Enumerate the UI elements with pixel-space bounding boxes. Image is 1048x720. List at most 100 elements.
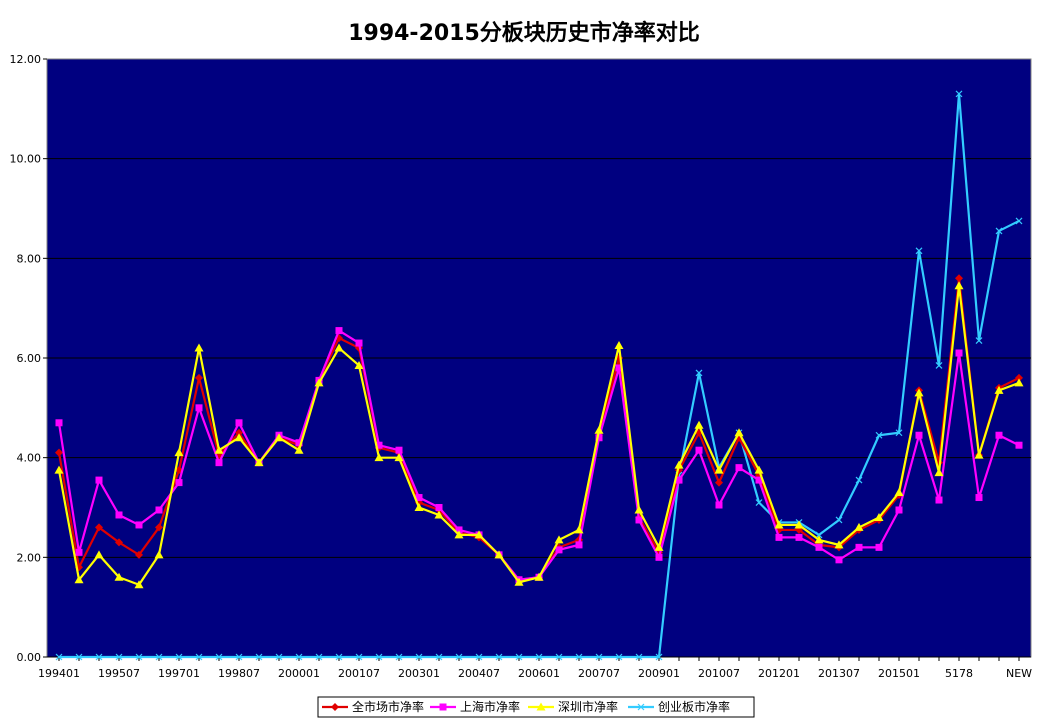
x-tick-label: 201307 (818, 667, 860, 680)
data-point (634, 505, 644, 514)
data-point-stroke (315, 653, 323, 661)
data-point (695, 369, 703, 377)
data-point (555, 546, 563, 554)
x-tick-label: 199701 (158, 667, 200, 680)
y-tick-label: 6.00 (17, 352, 42, 365)
data-point-stroke (175, 653, 183, 661)
data-point-stroke (415, 653, 423, 661)
data-point-stroke (75, 653, 83, 661)
data-point (935, 496, 943, 504)
data-point (954, 281, 964, 290)
data-point (275, 653, 283, 661)
data-point (295, 439, 303, 447)
data-point (854, 522, 864, 531)
data-point (875, 431, 883, 439)
data-point-stroke (95, 653, 103, 661)
data-point (734, 428, 744, 437)
data-point-stroke (475, 653, 483, 661)
data-point-stroke (875, 431, 883, 439)
data-point (375, 441, 383, 449)
data-point-stroke (495, 653, 503, 661)
data-point (815, 543, 823, 551)
data-point (714, 465, 724, 474)
data-point (875, 543, 883, 551)
data-point (594, 425, 604, 434)
data-point (115, 653, 123, 661)
data-point (994, 385, 1004, 394)
data-point-stroke (955, 90, 963, 98)
data-point (174, 448, 184, 457)
x-tick-label: 200601 (518, 667, 560, 680)
legend-item: 创业板市净率 (628, 699, 730, 714)
data-point-stroke (995, 227, 1003, 235)
data-point-stroke (295, 653, 303, 661)
x-tick-label: 201201 (758, 667, 800, 680)
data-point (175, 653, 183, 661)
data-point-stroke (755, 499, 763, 506)
x-tick-label: 5178 (945, 667, 973, 680)
data-point (614, 341, 624, 350)
data-point (536, 702, 546, 711)
data-point-stroke (637, 703, 645, 711)
data-point (55, 419, 63, 427)
data-point (755, 499, 763, 506)
data-point (534, 572, 544, 581)
data-point (515, 653, 523, 661)
data-point (414, 503, 424, 511)
data-point (215, 459, 223, 467)
legend-item: 全市场市净率 (322, 699, 424, 714)
data-point (675, 476, 683, 484)
data-point-stroke (555, 653, 563, 661)
data-point (754, 465, 764, 474)
data-point (235, 419, 243, 427)
data-point (475, 653, 483, 661)
data-point (735, 464, 743, 472)
series-chuangye (55, 90, 1023, 661)
legend-item: 上海市净率 (430, 699, 520, 714)
x-tick-label: 200301 (398, 667, 440, 680)
legend-item: 深圳市净率 (528, 699, 618, 714)
data-point (975, 494, 983, 502)
data-point (615, 653, 623, 661)
data-point-stroke (335, 653, 343, 661)
data-point (294, 445, 304, 454)
data-point (834, 540, 844, 549)
data-point (915, 247, 923, 255)
data-point-stroke (935, 362, 943, 369)
data-point-stroke (135, 653, 143, 661)
data-point (554, 535, 564, 544)
data-point (894, 488, 904, 497)
data-point-stroke (55, 653, 63, 661)
data-point (555, 653, 563, 661)
x-tick-label: 200001 (278, 667, 320, 680)
data-point (914, 388, 924, 397)
data-point (955, 274, 963, 283)
data-point (955, 349, 963, 357)
legend: 全市场市净率 上海市净率 深圳市净率 创业板市净率 (317, 696, 755, 718)
data-point (95, 476, 103, 484)
data-point (855, 543, 863, 551)
data-point (694, 420, 704, 429)
data-point (674, 460, 684, 469)
data-point (774, 520, 784, 529)
data-point-stroke (275, 653, 283, 661)
data-point (935, 362, 943, 369)
data-point (934, 468, 944, 477)
data-point-stroke (975, 337, 983, 344)
data-point-stroke (575, 653, 583, 661)
data-point (155, 506, 163, 514)
data-point (635, 653, 643, 661)
data-point (95, 653, 103, 661)
y-tick-label: 8.00 (17, 252, 42, 265)
data-point (814, 535, 824, 544)
data-point (1014, 378, 1024, 387)
data-point (195, 404, 203, 412)
x-tick-label: 199507 (98, 667, 140, 680)
data-point (335, 653, 343, 661)
data-point-stroke (1015, 217, 1023, 225)
data-point (575, 541, 583, 549)
data-point (574, 525, 584, 534)
y-tick-label: 0.00 (17, 651, 42, 664)
data-point (595, 434, 603, 442)
data-point (135, 521, 143, 529)
